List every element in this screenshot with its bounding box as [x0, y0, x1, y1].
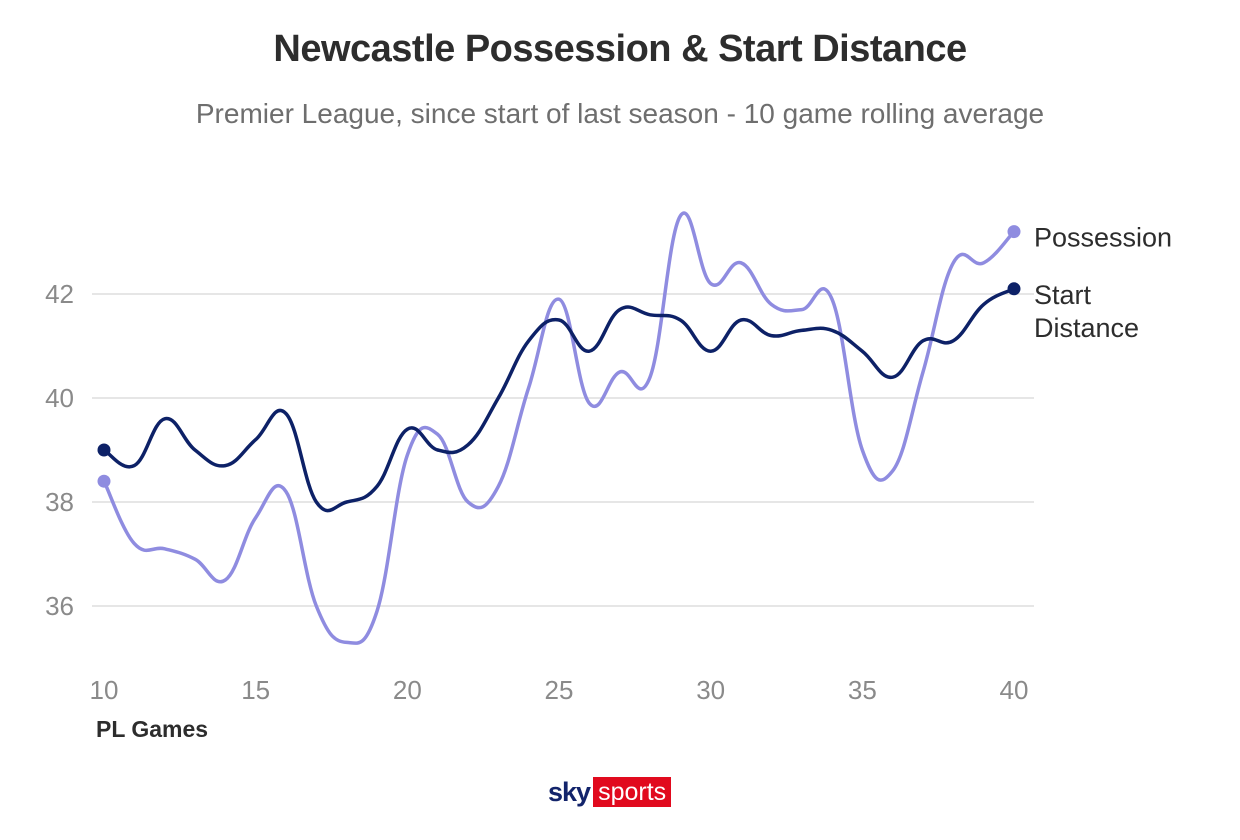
sky-sports-logo: sky sports	[548, 776, 672, 808]
y-tick-label: 42	[45, 279, 74, 309]
x-tick-label: 20	[393, 675, 422, 705]
series-label-line: Distance	[1034, 313, 1139, 343]
series-start-point-start-distance	[97, 443, 111, 457]
x-tick-label: 30	[696, 675, 725, 705]
y-axis-ticks: 36 38 40 42	[45, 279, 74, 621]
series-label-start-distance: Start Distance	[1034, 280, 1139, 343]
series-label-line: Possession	[1034, 223, 1172, 253]
chart-subtitle: Premier League, since start of last seas…	[195, 98, 1045, 129]
x-tick-label: 40	[1000, 675, 1029, 705]
y-tick-label: 36	[45, 591, 74, 621]
gridlines	[92, 293, 1034, 607]
series-label-possession: Possession	[1034, 223, 1172, 253]
series-end-point-start-distance	[1007, 282, 1021, 296]
y-tick-label: 38	[45, 487, 74, 517]
logo-sports-text: sports	[593, 777, 672, 807]
y-tick-label: 40	[45, 383, 74, 413]
x-tick-label: 25	[545, 675, 574, 705]
x-tick-label: 35	[848, 675, 877, 705]
logo-sky-text: sky	[548, 776, 591, 807]
x-axis-label: PL Games	[96, 716, 208, 742]
series-end-point-possession	[1007, 225, 1021, 239]
x-tick-label: 15	[241, 675, 270, 705]
chart-title: Newcastle Possession & Start Distance	[273, 28, 967, 70]
series-start-point-possession	[97, 474, 111, 488]
x-axis-ticks: 10 15 20 25 30 35 40	[90, 675, 1029, 705]
series-label-line: Start	[1034, 280, 1092, 310]
series-line-possession	[102, 211, 1016, 645]
series-group: Possession Start Distance	[97, 211, 1172, 645]
x-tick-label: 10	[90, 675, 119, 705]
series-line-start-distance	[102, 287, 1016, 513]
